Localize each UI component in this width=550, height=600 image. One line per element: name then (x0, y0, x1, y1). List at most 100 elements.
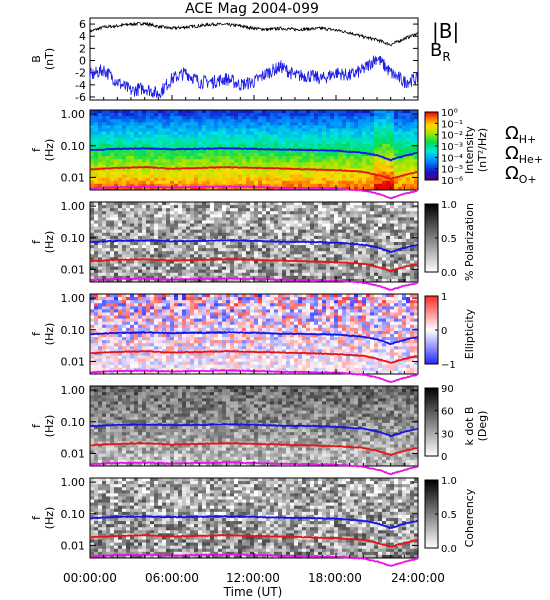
heatmap-cell (346, 153, 351, 157)
heatmap-cell (398, 257, 403, 261)
heatmap-cell (170, 269, 175, 274)
heatmap-cell (130, 205, 135, 209)
heatmap-cell (254, 254, 259, 258)
heatmap-cell (150, 180, 155, 185)
heatmap-cell (94, 183, 99, 188)
heatmap-cell (218, 306, 223, 310)
heatmap-cell (102, 134, 107, 139)
heatmap-cell (290, 137, 295, 142)
heatmap-cell (346, 143, 351, 148)
heatmap-cell (402, 174, 407, 179)
heatmap-cell (310, 226, 315, 231)
heatmap-cell (202, 235, 207, 240)
heatmap-cell (410, 140, 415, 145)
heatmap-cell (310, 232, 315, 237)
heatmap-cell (310, 294, 315, 298)
heatmap-cell (378, 214, 383, 218)
heatmap-cell (162, 134, 167, 139)
heatmap-cell (214, 232, 219, 237)
heatmap-cell (146, 113, 151, 117)
heatmap-cell (370, 205, 375, 209)
heatmap-cell (406, 300, 411, 304)
heatmap-cell (282, 137, 287, 142)
heatmap-cell (370, 131, 375, 136)
heatmap-cell (334, 162, 339, 166)
heatmap-cell (226, 174, 231, 179)
heatmap-cell (298, 113, 303, 117)
heatmap-cell (222, 153, 227, 157)
heatmap-cell (294, 266, 299, 271)
heatmap-cell (270, 245, 275, 249)
heatmap-cell (402, 272, 407, 277)
heatmap-cell (386, 242, 391, 246)
heatmap-cell (342, 153, 347, 157)
heatmap-cell (198, 297, 203, 301)
heatmap-cell (306, 266, 311, 271)
heatmap-cell (370, 232, 375, 237)
heatmap-cell (198, 248, 203, 252)
heatmap-cell (410, 122, 415, 126)
heatmap-cell (210, 137, 215, 142)
heatmap-cell (102, 257, 107, 261)
heatmap-cell (110, 186, 115, 191)
heatmap-cell (390, 232, 395, 237)
heatmap-cell (302, 171, 307, 176)
heatmap-cell (330, 294, 335, 298)
heatmap-cell (166, 214, 171, 218)
heatmap-cell (414, 257, 419, 261)
heatmap-cell (346, 275, 351, 280)
heatmap-cell (138, 171, 143, 176)
colorbar-segment (425, 234, 438, 237)
heatmap-cell (358, 235, 363, 240)
heatmap-cell (254, 125, 259, 129)
heatmap-cell (238, 266, 243, 271)
heatmap-cell (174, 306, 179, 310)
heatmap-cell (210, 220, 215, 224)
heatmap-cell (406, 140, 411, 145)
heatmap-cell (270, 122, 275, 126)
heatmap-cell (98, 294, 103, 298)
heatmap-cell (266, 137, 271, 142)
heatmap-cell (354, 297, 359, 301)
colorbar-segment (425, 113, 438, 116)
heatmap-cell (230, 171, 235, 176)
heatmap-cell (282, 162, 287, 166)
heatmap-cell (218, 294, 223, 298)
heatmap-cell (378, 113, 383, 117)
heatmap-cell (358, 248, 363, 252)
heatmap-cell (206, 137, 211, 142)
heatmap-cell (346, 235, 351, 240)
heatmap-cell (178, 220, 183, 224)
y-tick-label: 4 (79, 30, 86, 43)
heatmap-cell (146, 153, 151, 157)
heatmap-cell (326, 162, 331, 166)
heatmap-cell (322, 131, 327, 136)
heatmap-cell (334, 269, 339, 274)
heatmap-cell (214, 159, 219, 163)
heatmap-cell (246, 275, 251, 280)
heatmap-cell (134, 235, 139, 240)
heatmap-cell (394, 303, 399, 307)
heatmap-cell (190, 153, 195, 157)
heatmap-cell (314, 238, 319, 243)
heatmap-cell (254, 220, 259, 224)
heatmap-cell (378, 260, 383, 264)
heatmap-cell (106, 245, 111, 249)
heatmap-cell (242, 134, 247, 139)
heatmap-cell (178, 205, 183, 209)
heatmap-cell (318, 110, 323, 114)
heatmap-cell (142, 275, 147, 280)
heatmap-cell (378, 226, 383, 231)
heatmap-cell (218, 177, 223, 182)
heatmap-cell (390, 125, 395, 129)
heatmap-cell (318, 162, 323, 166)
heatmap-cell (274, 162, 279, 166)
heatmap-cell (178, 165, 183, 169)
heatmap-cell (306, 153, 311, 157)
heatmap-cell (214, 297, 219, 301)
heatmap-cell (122, 171, 127, 176)
heatmap-cell (302, 303, 307, 307)
heatmap-cell (286, 242, 291, 246)
heatmap-cell (246, 217, 251, 221)
heatmap-cell (374, 171, 379, 176)
